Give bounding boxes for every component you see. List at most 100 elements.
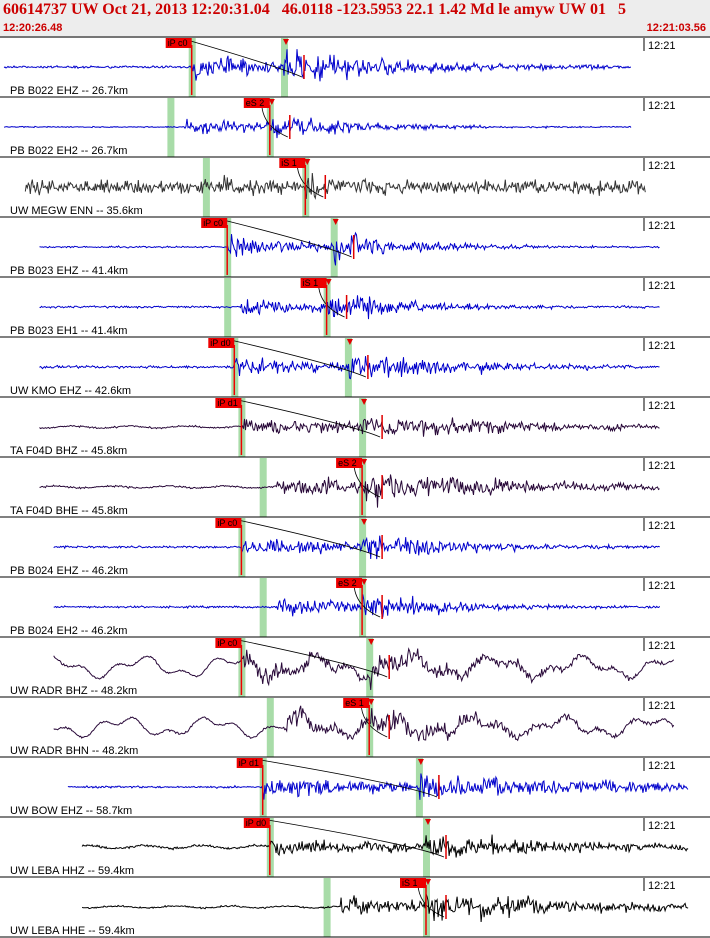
pick-box [215,518,242,528]
waveform [53,535,660,560]
station-label: UW MEGW ENN -- 35.6km [10,205,143,217]
pick-arrow-icon [361,459,368,465]
theoretical-s-band [423,818,430,877]
station-label: PB B023 EHZ -- 41.4km [10,265,128,277]
time-tick-label: 12:21 [648,100,676,112]
pick-label: iS 1 [402,878,418,888]
arrival-curve [219,218,352,258]
station-label: PB B023 EH1 -- 41.4km [10,325,127,337]
pick-arrow-icon [283,39,289,45]
pick-label: eS 2 [338,458,357,468]
trace-row[interactable]: eS 1 12:21 UW RADR BHN -- 48.2km [0,696,710,757]
pick-arrow-icon [268,99,275,105]
arrival-curve [254,758,438,798]
pick-box [236,758,263,768]
station-label: PB B022 EH2 -- 26.7km [10,145,127,157]
pick-arrow-icon [361,579,368,585]
pick-label: iP c0 [203,218,223,228]
station-label: UW LEBA HHZ -- 59.4km [10,865,134,877]
pick-arrow-icon [304,159,311,165]
waveform [53,647,675,690]
pick-arrow-icon [368,639,375,645]
waveform [24,172,646,200]
pick-box [336,578,363,588]
waveform [39,295,660,320]
trace-row[interactable]: iS 1 12:21 UW LEBA HHE -- 59.4km [0,876,710,937]
pick-box [208,338,235,348]
pick-box [279,158,306,168]
station-label: PB B024 EHZ -- 46.2km [10,565,128,577]
theoretical-s-band [415,758,423,817]
time-tick-label: 12:21 [648,640,676,652]
time-tick-label: 12:21 [648,820,676,832]
trace-row[interactable]: iP d0 12:21 UW KMO EHZ -- 42.6km [0,336,710,397]
time-tick-label: 12:21 [648,400,676,412]
pick-arrow-icon [417,759,424,765]
trace-row[interactable]: eS 2 12:21 PB B022 EH2 -- 26.7km [0,96,710,157]
pick-label: iP d1 [217,398,237,408]
station-label: TA F04D BHZ -- 45.8km [10,445,127,457]
pick-label: iP c0 [217,518,237,528]
pick-box [336,458,363,468]
time-tick-label: 12:21 [648,280,676,292]
waveform [67,773,689,800]
pick-label: iS 1 [303,278,319,288]
arrival-curve [226,338,367,378]
pick-box [215,638,242,648]
header-bar: 60614737 UW Oct 21, 2013 12:20:31.04 46.… [0,0,710,38]
trace-row[interactable]: iS 1 12:21 UW MEGW ENN -- 35.6km [0,156,710,217]
arrival-curve [233,518,381,558]
station-label: UW RADR BHZ -- 48.2km [10,685,137,697]
waveform [53,594,661,618]
pick-box [165,38,192,48]
waveform [53,705,675,742]
arrival-curve [233,638,388,678]
station-label: UW KMO EHZ -- 42.6km [10,385,131,397]
pick-label: iS 1 [281,158,297,168]
pick-arrow-icon [346,339,353,345]
trace-row[interactable]: iP d0 12:21 UW LEBA HHZ -- 59.4km [0,816,710,877]
station-label: PB B022 EHZ -- 26.7km [10,85,128,97]
waveform [81,893,689,923]
p-phase-band [202,158,210,217]
trace-row[interactable]: iS 1 12:21 PB B023 EH1 -- 41.4km [0,276,710,337]
pick-box [343,698,370,708]
trace-row[interactable]: eS 2 12:21 PB B024 EH2 -- 46.2km [0,576,710,637]
waveform [3,49,632,82]
pick-box [300,278,327,288]
trace-row[interactable]: iP d1 12:21 UW BOW EHZ -- 58.7km [0,756,710,817]
pick-box [201,218,228,228]
waveform [39,417,660,437]
time-tick-label: 12:21 [648,160,676,172]
p-phase-band [259,578,267,637]
time-tick-label: 12:21 [648,760,676,772]
time-tick-label: 12:21 [648,580,676,592]
trace-row[interactable]: iP c0 12:21 UW RADR BHZ -- 48.2km [0,636,710,697]
pick-arrow-icon [325,279,332,285]
p-phase-band [167,98,175,157]
station-label: TA F04D BHE -- 45.8km [10,505,128,517]
arrival-curve [261,818,445,858]
pick-label: eS 2 [338,578,357,588]
trace-row[interactable]: iP c0 12:21 PB B022 EHZ -- 26.7km [0,36,710,97]
pick-arrow-icon [368,699,375,705]
waveform [39,231,660,266]
station-label: UW LEBA HHE -- 59.4km [10,925,135,937]
waveform [39,474,660,508]
station-label: PB B024 EH2 -- 46.2km [10,625,127,637]
trace-row[interactable]: eS 2 12:21 TA F04D BHE -- 45.8km [0,456,710,517]
trace-row[interactable]: iP c0 12:21 PB B023 EHZ -- 41.4km [0,216,710,277]
time-tick-label: 12:21 [648,460,676,472]
waveform [39,356,660,380]
theoretical-s-band [330,218,338,277]
time-tick-label: 12:21 [648,700,676,712]
arrival-curve [233,398,381,438]
pick-box [243,818,270,828]
trace-row[interactable]: iP d1 12:21 TA F04D BHZ -- 45.8km [0,396,710,457]
start-time: 12:20:26.48 [3,22,63,34]
theoretical-s-band [366,638,374,697]
waveform [81,834,689,858]
trace-row[interactable]: iP c0 12:21 PB B024 EHZ -- 46.2km [0,516,710,577]
end-time: 12:21:03.56 [646,22,706,34]
